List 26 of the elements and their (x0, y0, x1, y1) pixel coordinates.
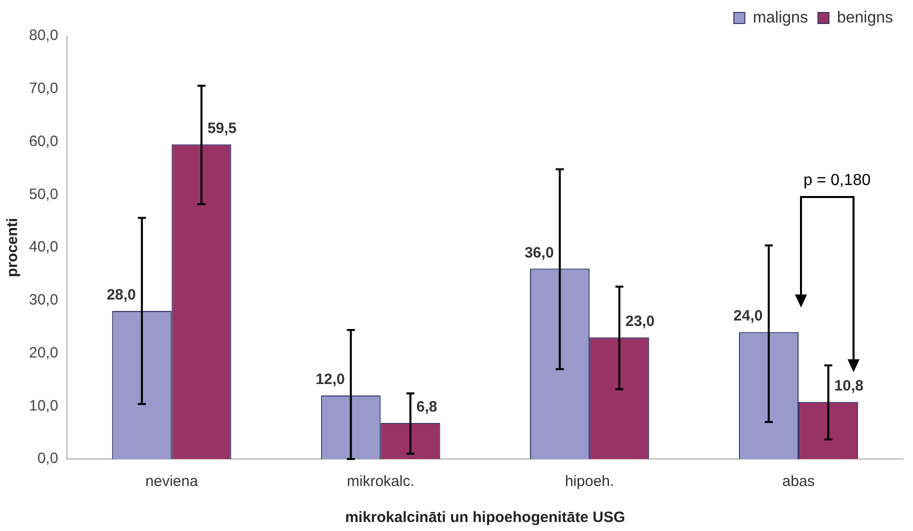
data-label: 36,0 (524, 244, 554, 262)
x-axis-title: mikrokalcināti un hipoehogenitāte USG (345, 509, 626, 526)
y-tick-label: 40,0 (28, 238, 58, 256)
x-tick-label: abas (782, 473, 815, 490)
y-tick-label: 60,0 (28, 132, 58, 150)
x-tick-label: neviena (145, 473, 199, 490)
annotation: p = 0,180 (803, 172, 871, 190)
data-label: 23,0 (625, 313, 655, 330)
y-tick-label: 50,0 (28, 186, 58, 203)
legend-label: maligns (752, 9, 808, 26)
data-label: 6,8 (416, 398, 438, 416)
data-label: 28,0 (106, 286, 136, 304)
x-tick-label: hipoeh. (564, 473, 614, 490)
data-label: 59,5 (207, 120, 237, 138)
y-tick-label: 10,0 (28, 397, 58, 414)
y-tick-label: 0,0 (37, 450, 58, 468)
data-label: 12,0 (316, 371, 345, 388)
y-tick-label: 20,0 (28, 344, 58, 362)
y-axis-title: procenti (4, 218, 22, 278)
legend-label: benigns (836, 9, 893, 26)
data-label: 10,8 (834, 378, 864, 395)
y-tick-label: 30,0 (28, 292, 58, 309)
y-tick-label: 70,0 (28, 80, 58, 98)
data-label: 24,0 (734, 308, 763, 325)
y-tick-label: 80,0 (28, 27, 58, 44)
x-tick-label: mikrokalc. (346, 473, 414, 490)
